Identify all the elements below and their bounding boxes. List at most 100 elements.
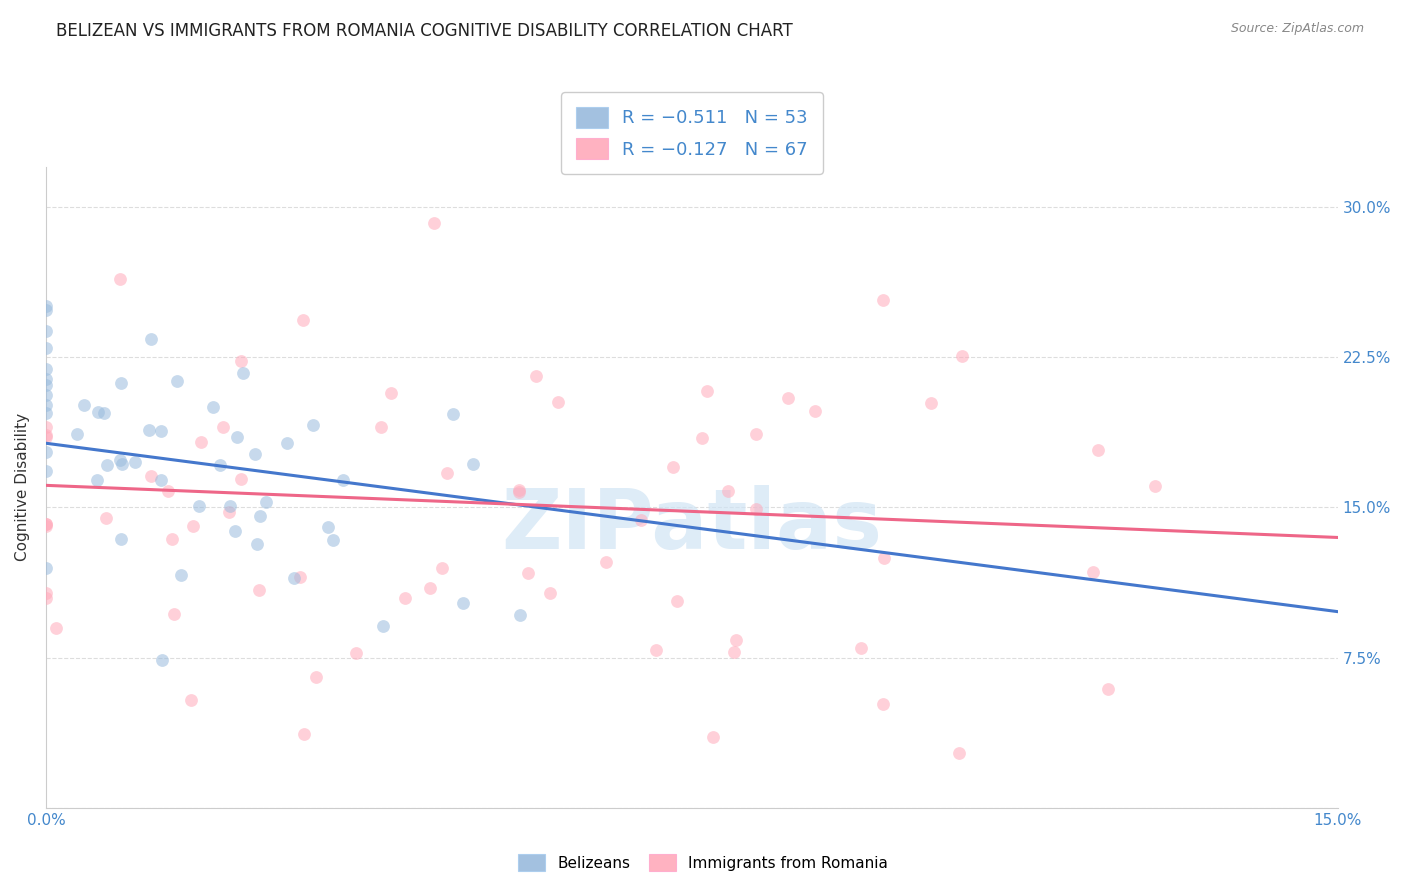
Point: [283, 571, 305, 585]
Point: [110, 376, 132, 390]
Point: [108, 453, 131, 467]
Point: [141, 469, 163, 483]
Point: [246, 537, 269, 551]
Point: [849, 640, 872, 655]
Point: [723, 645, 745, 659]
Point: [436, 466, 458, 480]
Point: [35, 419, 58, 434]
Point: [725, 633, 748, 648]
Point: [224, 524, 246, 538]
Point: [110, 271, 132, 285]
Point: [873, 550, 896, 565]
Text: BELIZEAN VS IMMIGRANTS FROM ROMANIA COGNITIVE DISABILITY CORRELATION CHART: BELIZEAN VS IMMIGRANTS FROM ROMANIA COGN…: [56, 22, 793, 40]
Point: [717, 483, 740, 498]
Point: [316, 520, 339, 534]
Point: [35, 362, 58, 376]
Point: [35, 464, 58, 478]
Point: [509, 608, 531, 623]
Point: [73, 398, 96, 412]
Point: [517, 566, 540, 581]
Point: [157, 484, 180, 499]
Point: [702, 730, 724, 744]
Point: [419, 581, 441, 595]
Point: [35, 586, 58, 600]
Point: [66, 426, 89, 441]
Point: [226, 430, 249, 444]
Point: [292, 726, 315, 740]
Point: [218, 505, 240, 519]
Point: [35, 517, 58, 532]
Point: [35, 299, 58, 313]
Point: [35, 406, 58, 420]
Point: [508, 483, 530, 497]
Point: [209, 458, 232, 473]
Point: [211, 420, 233, 434]
Point: [243, 447, 266, 461]
Point: [35, 445, 58, 459]
Point: [745, 426, 768, 441]
Point: [247, 583, 270, 598]
Point: [432, 561, 454, 575]
Point: [163, 607, 186, 621]
Point: [149, 424, 172, 438]
Point: [35, 388, 58, 402]
Point: [451, 596, 474, 610]
Point: [181, 519, 204, 533]
Point: [180, 692, 202, 706]
Point: [35, 591, 58, 605]
Point: [508, 484, 530, 499]
Point: [249, 508, 271, 523]
Point: [371, 619, 394, 633]
Point: [201, 400, 224, 414]
Point: [190, 434, 212, 449]
Point: [696, 384, 718, 399]
Point: [110, 532, 132, 546]
Point: [96, 510, 118, 524]
Point: [332, 473, 354, 487]
Point: [630, 513, 652, 527]
Point: [35, 518, 58, 533]
Point: [35, 303, 58, 318]
Text: ZIPatlas: ZIPatlas: [502, 485, 883, 566]
Point: [232, 366, 254, 380]
Point: [950, 349, 973, 363]
Point: [665, 594, 688, 608]
Y-axis label: Cognitive Disability: Cognitive Disability: [15, 413, 30, 561]
Point: [219, 499, 242, 513]
Point: [35, 341, 58, 355]
Point: [305, 671, 328, 685]
Point: [166, 374, 188, 388]
Point: [690, 431, 713, 445]
Point: [229, 354, 252, 368]
Point: [547, 395, 569, 409]
Point: [231, 472, 253, 486]
Point: [644, 643, 666, 657]
Point: [254, 494, 277, 508]
Point: [35, 377, 58, 392]
Point: [35, 429, 58, 443]
Point: [441, 407, 464, 421]
Legend: Belizeans, Immigrants from Romania: Belizeans, Immigrants from Romania: [512, 848, 894, 877]
Point: [96, 458, 118, 473]
Point: [595, 555, 617, 569]
Point: [423, 216, 446, 230]
Point: [394, 591, 416, 605]
Point: [920, 396, 942, 410]
Text: Source: ZipAtlas.com: Source: ZipAtlas.com: [1230, 22, 1364, 36]
Point: [162, 533, 184, 547]
Point: [776, 391, 799, 405]
Point: [346, 646, 368, 660]
Point: [138, 424, 160, 438]
Point: [662, 459, 685, 474]
Point: [745, 502, 768, 516]
Point: [948, 746, 970, 760]
Point: [35, 398, 58, 412]
Point: [461, 458, 484, 472]
Point: [538, 586, 561, 600]
Point: [86, 405, 108, 419]
Point: [150, 653, 173, 667]
Point: [149, 474, 172, 488]
Point: [124, 455, 146, 469]
Point: [187, 499, 209, 513]
Point: [35, 372, 58, 386]
